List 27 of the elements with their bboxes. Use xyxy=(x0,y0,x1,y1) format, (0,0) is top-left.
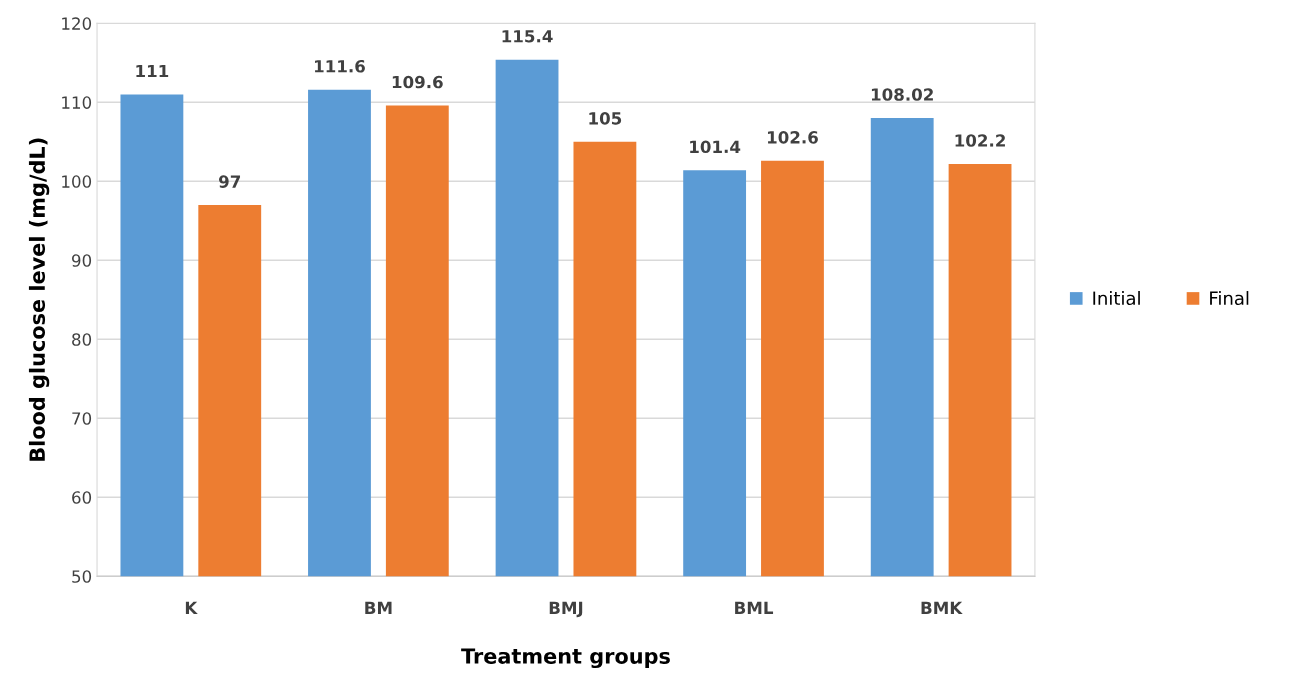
data-label: 97 xyxy=(219,175,241,188)
y-tick-label: 50 xyxy=(72,570,92,583)
y-tick-label: 60 xyxy=(72,491,92,504)
y-axis-title: Blood glucose level (mg/dL) xyxy=(28,138,50,461)
data-label: 105 xyxy=(589,112,622,125)
x-axis-title: Treatment groups xyxy=(461,648,670,669)
x-tick-label: BMJ xyxy=(549,601,583,618)
y-tick-label: 120 xyxy=(62,17,92,30)
data-label: 108.02 xyxy=(871,88,933,101)
data-label: 102.6 xyxy=(767,131,818,144)
y-tick-label: 100 xyxy=(62,175,92,188)
legend-label: Initial xyxy=(1093,291,1140,306)
y-tick-label: 110 xyxy=(62,96,92,109)
data-label: 101.4 xyxy=(690,140,741,154)
x-tick-label: BMK xyxy=(921,601,963,614)
y-tick-label: 70 xyxy=(72,412,92,425)
y-tick-label: 80 xyxy=(72,333,92,346)
data-label: 109.6 xyxy=(392,75,443,89)
data-label: 115.4 xyxy=(502,30,553,43)
data-label: 102.2 xyxy=(955,134,1005,147)
x-tick-label: K xyxy=(185,601,198,614)
y-tick-label: 90 xyxy=(72,254,92,267)
x-tick-label: BML xyxy=(735,601,774,614)
legend-label: Final xyxy=(1210,291,1249,306)
data-label: 111.6 xyxy=(315,59,365,73)
data-label: 111 xyxy=(136,64,169,78)
x-tick-label: BM xyxy=(365,601,392,614)
